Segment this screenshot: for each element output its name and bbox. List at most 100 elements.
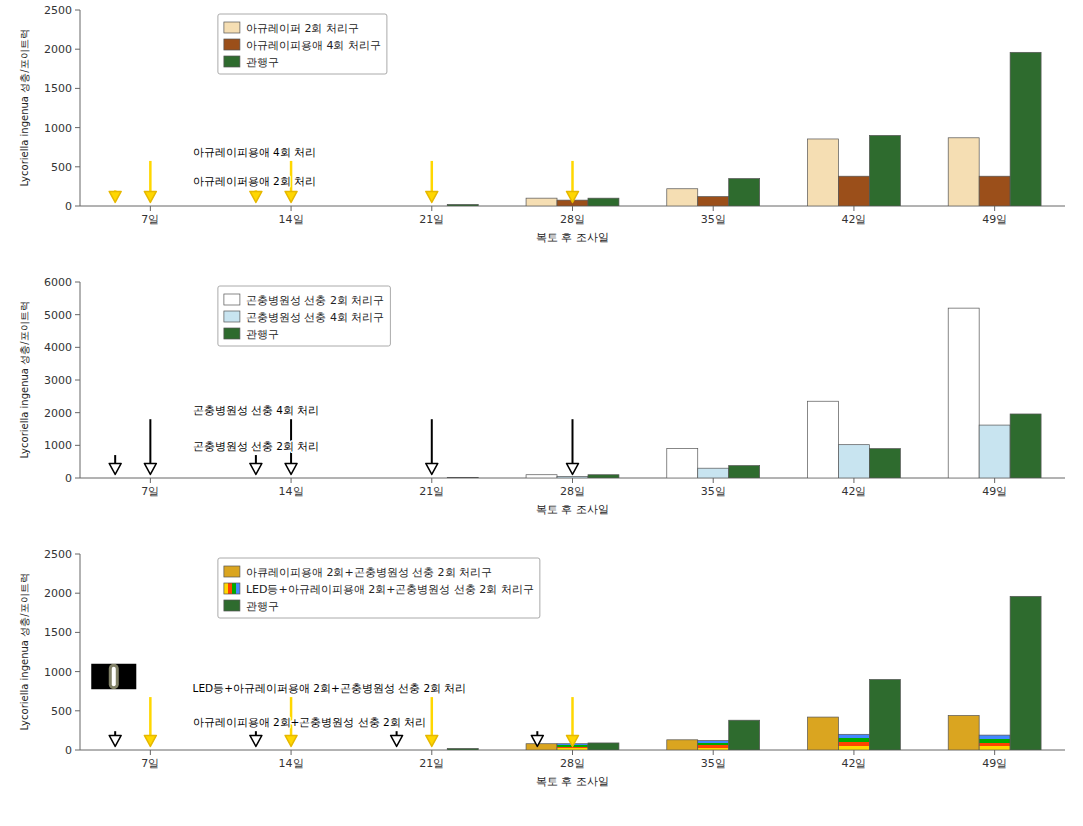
legend-label: 곤충병원성 선충 2회 처리구: [246, 294, 385, 307]
bar-series: [447, 414, 1041, 478]
bars: [447, 308, 1041, 478]
y-tick: [75, 206, 80, 207]
y-tick: [75, 282, 80, 283]
bar: [698, 468, 729, 478]
bar: [869, 449, 900, 478]
legend-label: 곤충병원성 선충 4회 처리구: [246, 311, 385, 324]
bar: [807, 139, 838, 206]
bar: [166, 750, 197, 751]
x-tick-label: 21일: [419, 485, 444, 498]
x-axis-label: 복토 후 조사일: [536, 231, 609, 244]
chart-panel: 05001000150020002500Lycoriella ingenua 성…: [19, 548, 1065, 788]
arrow-shaft: [431, 419, 433, 464]
arrow-head: [567, 463, 579, 474]
x-axis: 7일14일21일28일35일42일49일: [80, 206, 1065, 226]
arrow-shaft: [571, 161, 574, 193]
y-tick-label: 0: [65, 200, 72, 213]
y-axis-line: [80, 10, 81, 206]
led-glow: [109, 669, 119, 684]
led-light: [112, 669, 116, 684]
x-tick: [291, 206, 292, 211]
arrow-head: [567, 191, 579, 202]
y-tick: [75, 166, 80, 167]
bar: [869, 679, 900, 750]
y-axis-line: [80, 554, 81, 750]
annotation: LED등+아규레이퍼용애 2회+곤충병원성 선충 2회 처리: [193, 682, 467, 694]
bar: [979, 735, 1010, 750]
arrow-head: [144, 735, 156, 746]
y-tick-label: 500: [51, 705, 72, 718]
bar: [526, 475, 557, 478]
y-tick-label: 2000: [44, 407, 72, 420]
bar: [166, 478, 197, 479]
bar: [104, 750, 135, 751]
x-tick: [291, 478, 292, 483]
bar: [807, 401, 838, 478]
x-tick-label: 14일: [279, 213, 304, 226]
bar: [416, 478, 447, 479]
bar: [667, 740, 698, 750]
bar-series: [557, 176, 1010, 206]
legend-swatch: [224, 583, 240, 594]
arrow-head: [426, 191, 438, 202]
bar: [307, 478, 338, 479]
x-tick-label: 42일: [841, 485, 866, 498]
y-tick-label: 2500: [44, 548, 72, 561]
arrow-head: [285, 463, 297, 474]
legend-label: 아규레이퍼 2회 처리구: [246, 22, 359, 35]
bar: [385, 206, 416, 207]
y-tick-label: 500: [51, 161, 72, 174]
bar: [104, 206, 135, 207]
x-tick-label: 7일: [141, 757, 159, 770]
legend-swatch: [224, 22, 240, 33]
bar: [948, 138, 979, 206]
bar: [979, 176, 1010, 206]
x-tick: [853, 478, 854, 483]
arrow-head: [531, 735, 543, 746]
y-tick-label: 2000: [44, 43, 72, 56]
x-tick-label: 14일: [279, 757, 304, 770]
arrow-head: [144, 191, 156, 202]
bar: [588, 743, 619, 750]
x-axis-label: 복토 후 조사일: [536, 775, 609, 788]
x-tick: [994, 478, 995, 483]
bar-series: [526, 308, 979, 478]
bar-series: [526, 138, 979, 206]
annotation: 아규레이피용애 4회 처리: [193, 146, 316, 158]
led-lamp-icon: [91, 664, 136, 689]
y-tick: [75, 671, 80, 672]
legend-label: LED등+아규레이피용애 2회+곤충병원성 선충 2회 처리구: [246, 583, 534, 596]
bar: [838, 176, 869, 206]
bar-series: [447, 596, 1041, 750]
x-tick: [853, 750, 854, 755]
y-tick: [75, 632, 80, 633]
arrow-shaft: [149, 697, 152, 736]
x-tick-label: 7일: [141, 213, 159, 226]
y-tick-label: 0: [65, 472, 72, 485]
bar: [698, 197, 729, 206]
arrow-head: [285, 735, 297, 746]
y-tick-label: 5000: [44, 309, 72, 322]
x-tick: [994, 750, 995, 755]
annotations: LED등+아규레이퍼용애 2회+곤충병원성 선충 2회 처리아규레이피용애 2회…: [109, 682, 578, 746]
legend-swatch: [224, 600, 240, 611]
bar: [104, 478, 135, 479]
y-tick: [75, 710, 80, 711]
x-tick-label: 35일: [701, 213, 726, 226]
chart-panel: 0100020003000400050006000Lycoriella inge…: [19, 276, 1065, 516]
y-tick: [75, 478, 80, 479]
x-tick-label: 49일: [982, 757, 1007, 770]
bar: [135, 478, 166, 479]
x-tick-label: 28일: [560, 485, 585, 498]
annotation: 아규레이퍼용애 2회 처리: [193, 175, 316, 187]
bar: [307, 206, 338, 207]
y-tick: [75, 49, 80, 50]
bar: [588, 198, 619, 206]
y-tick: [75, 10, 80, 11]
y-axis: 05001000150020002500: [44, 548, 80, 757]
x-tick-label: 28일: [560, 757, 585, 770]
annotation: 곤충병원성 선충 4회 처리: [193, 404, 320, 416]
legend-label: 관행구: [246, 328, 279, 341]
bar: [838, 445, 869, 478]
arrow-shaft: [149, 161, 152, 193]
